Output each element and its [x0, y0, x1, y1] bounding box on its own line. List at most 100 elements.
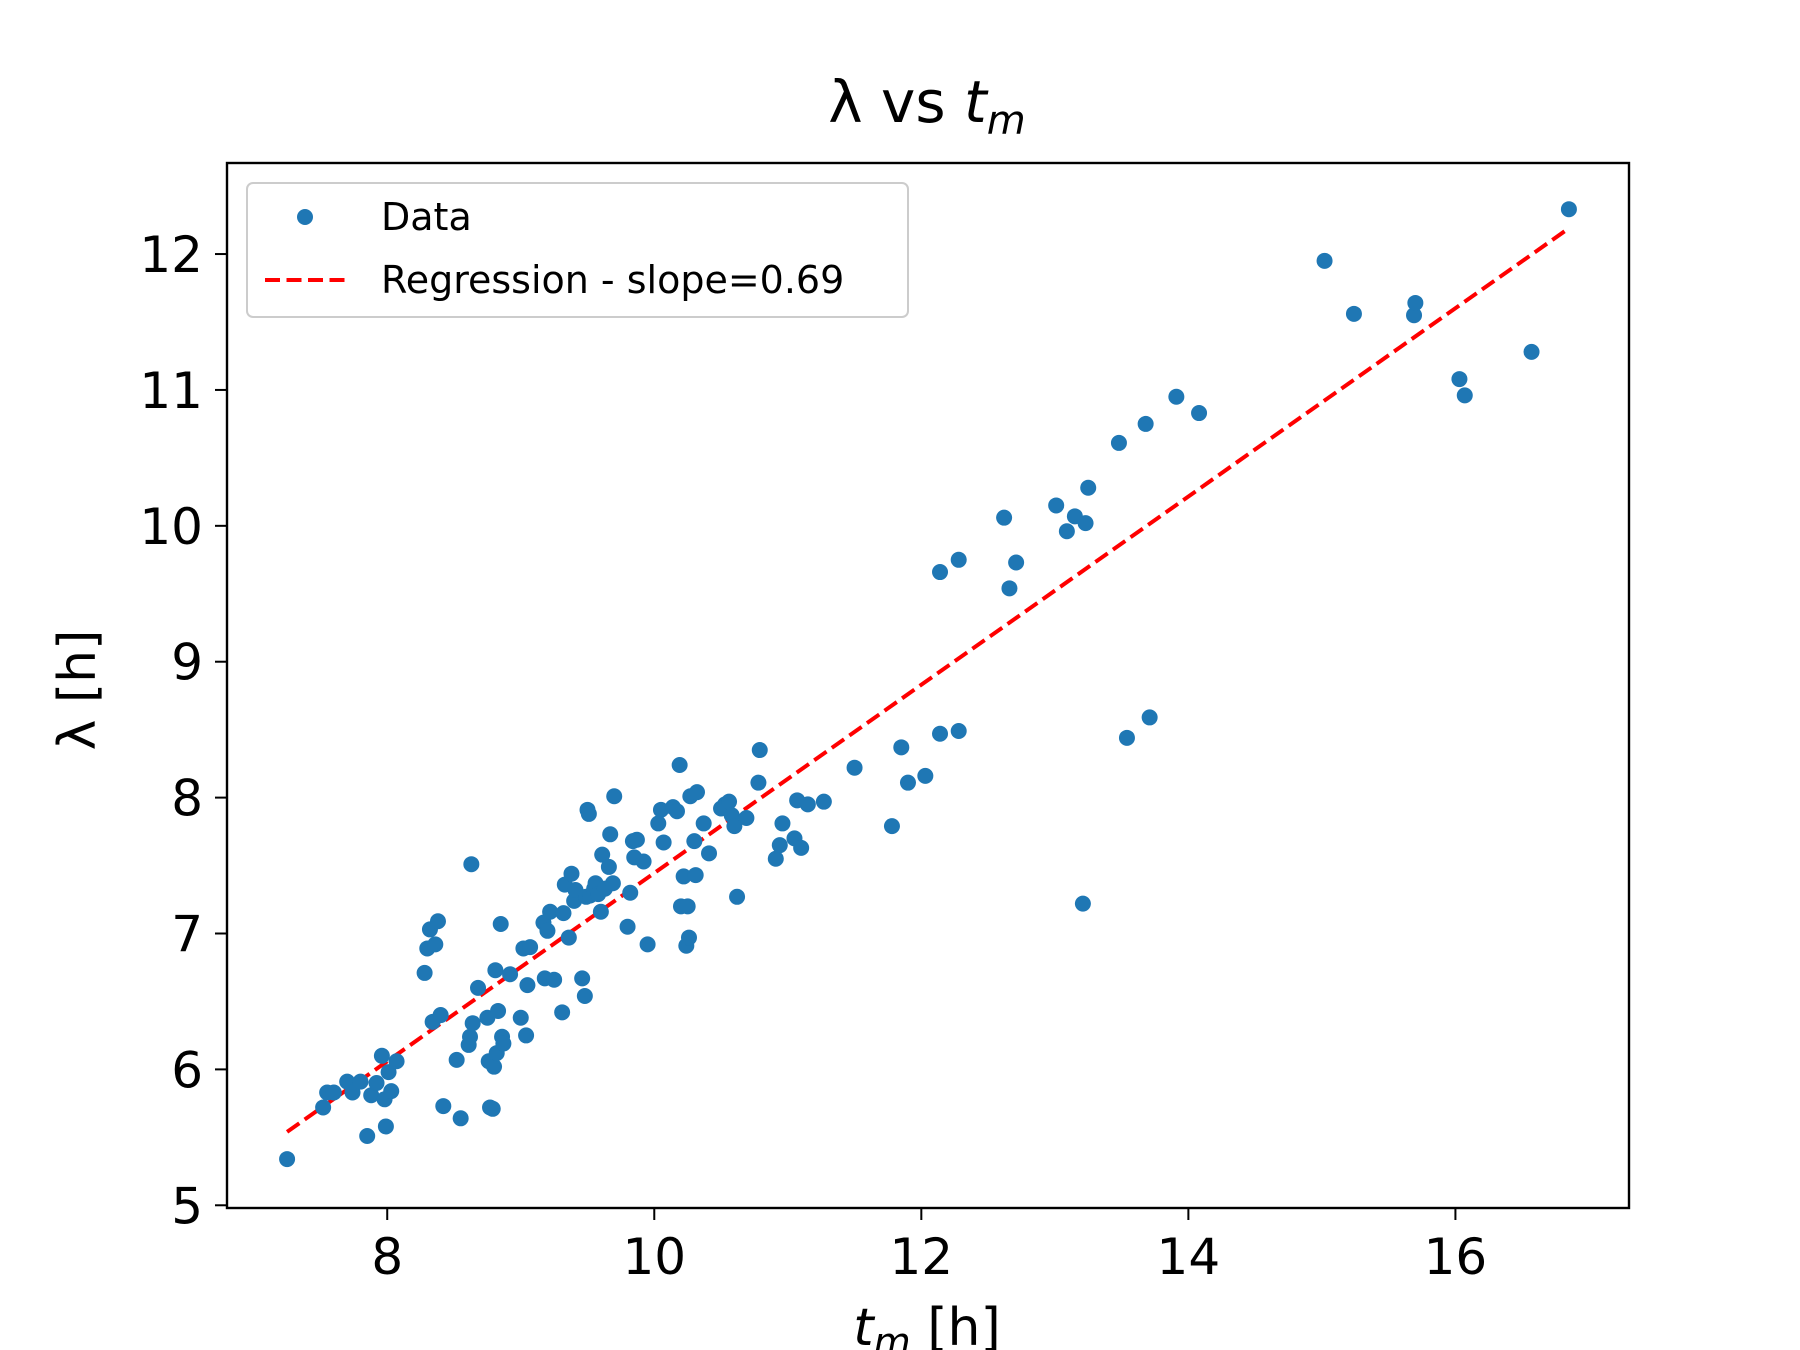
- data-point: [546, 971, 563, 988]
- data-point: [917, 767, 934, 784]
- data-point: [594, 846, 611, 863]
- data-point: [464, 1015, 481, 1032]
- data-point: [950, 723, 967, 740]
- data-point: [619, 918, 636, 935]
- data-point: [359, 1127, 376, 1144]
- legend-box: [246, 182, 909, 318]
- data-point: [1316, 252, 1333, 269]
- data-point: [680, 929, 697, 946]
- data-point: [519, 977, 536, 994]
- data-point: [679, 898, 696, 915]
- data-point: [576, 988, 593, 1005]
- data-point: [846, 759, 863, 776]
- y-tick-label: 8: [171, 770, 203, 828]
- data-point: [512, 1009, 529, 1026]
- y-axis-ticks: 5 6 7 8 9 10 11 12: [139, 226, 227, 1235]
- data-point: [996, 509, 1013, 526]
- data-point: [580, 805, 597, 822]
- data-point: [429, 913, 446, 930]
- data-point: [1407, 294, 1424, 311]
- data-point: [750, 774, 767, 791]
- data-point: [602, 826, 619, 843]
- data-point: [388, 1053, 405, 1070]
- x-tick-label: 14: [1157, 1228, 1221, 1286]
- data-point: [363, 1087, 380, 1104]
- data-point: [793, 839, 810, 856]
- legend-label-regression: Regression - slope=0.69: [381, 258, 844, 302]
- data-point: [893, 739, 910, 756]
- data-point: [432, 1007, 449, 1024]
- data-point: [738, 809, 755, 826]
- legend-label-data: Data: [381, 195, 472, 239]
- data-point: [315, 1099, 332, 1116]
- data-point: [490, 1002, 507, 1019]
- data-point: [950, 551, 967, 568]
- data-point: [574, 970, 591, 987]
- data-point: [555, 905, 572, 922]
- data-point: [427, 936, 444, 953]
- data-point: [554, 1004, 571, 1021]
- data-points: [279, 201, 1577, 1168]
- data-point: [701, 845, 718, 862]
- x-tick-label: 16: [1424, 1228, 1488, 1286]
- x-axis-label: tm [h]: [853, 1298, 1000, 1350]
- data-point: [932, 564, 949, 581]
- data-point: [1048, 497, 1065, 514]
- data-point: [1456, 387, 1473, 404]
- data-point: [652, 801, 669, 818]
- data-point: [1345, 305, 1362, 322]
- data-point: [484, 1100, 501, 1117]
- data-point: [729, 888, 746, 905]
- data-point: [774, 815, 791, 832]
- data-point: [686, 833, 703, 850]
- data-point: [883, 818, 900, 835]
- data-point: [522, 939, 539, 956]
- data-point: [689, 784, 706, 801]
- data-point: [462, 1028, 479, 1045]
- data-point: [470, 979, 487, 996]
- data-point: [639, 936, 656, 953]
- plot-frame: [225, 161, 1631, 1210]
- data-point: [1118, 729, 1135, 746]
- data-point: [1137, 415, 1154, 432]
- data-point: [815, 793, 832, 810]
- legend-data-marker: [297, 209, 313, 225]
- data-point: [650, 815, 667, 832]
- data-point: [695, 815, 712, 832]
- data-point: [606, 788, 623, 805]
- y-axis-label: λ [h]: [48, 630, 108, 751]
- data-point: [1141, 709, 1158, 726]
- data-point: [1406, 307, 1423, 324]
- data-point: [492, 915, 509, 932]
- data-point: [655, 834, 672, 851]
- regression-line: [285, 226, 1571, 1134]
- data-point: [368, 1074, 385, 1091]
- data-point: [542, 903, 559, 920]
- data-point: [726, 818, 743, 835]
- data-point: [1080, 479, 1097, 496]
- legend: Data Regression - slope=0.69: [246, 182, 909, 318]
- data-point: [452, 1110, 469, 1127]
- data-point: [767, 850, 784, 867]
- data-point: [377, 1118, 394, 1135]
- y-tick-label: 5: [171, 1177, 203, 1235]
- plot-area: [279, 201, 1577, 1168]
- data-point: [628, 831, 645, 848]
- x-axis-ticks: 8 10 12 14 16: [371, 1208, 1487, 1286]
- data-point: [604, 875, 621, 892]
- data-point: [592, 903, 609, 920]
- data-point: [1074, 895, 1091, 912]
- data-point: [622, 884, 639, 901]
- x-tick-label: 12: [890, 1228, 954, 1286]
- data-point: [279, 1151, 296, 1168]
- data-point: [600, 858, 617, 875]
- data-point: [1168, 388, 1185, 405]
- data-point: [373, 1047, 390, 1064]
- data-point: [352, 1073, 369, 1090]
- y-tick-label: 11: [139, 362, 203, 420]
- data-point: [487, 962, 504, 979]
- data-point: [932, 725, 949, 742]
- data-point: [495, 1035, 512, 1052]
- data-point: [486, 1058, 503, 1075]
